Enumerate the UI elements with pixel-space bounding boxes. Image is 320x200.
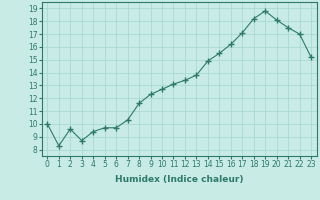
X-axis label: Humidex (Indice chaleur): Humidex (Indice chaleur)	[115, 175, 244, 184]
